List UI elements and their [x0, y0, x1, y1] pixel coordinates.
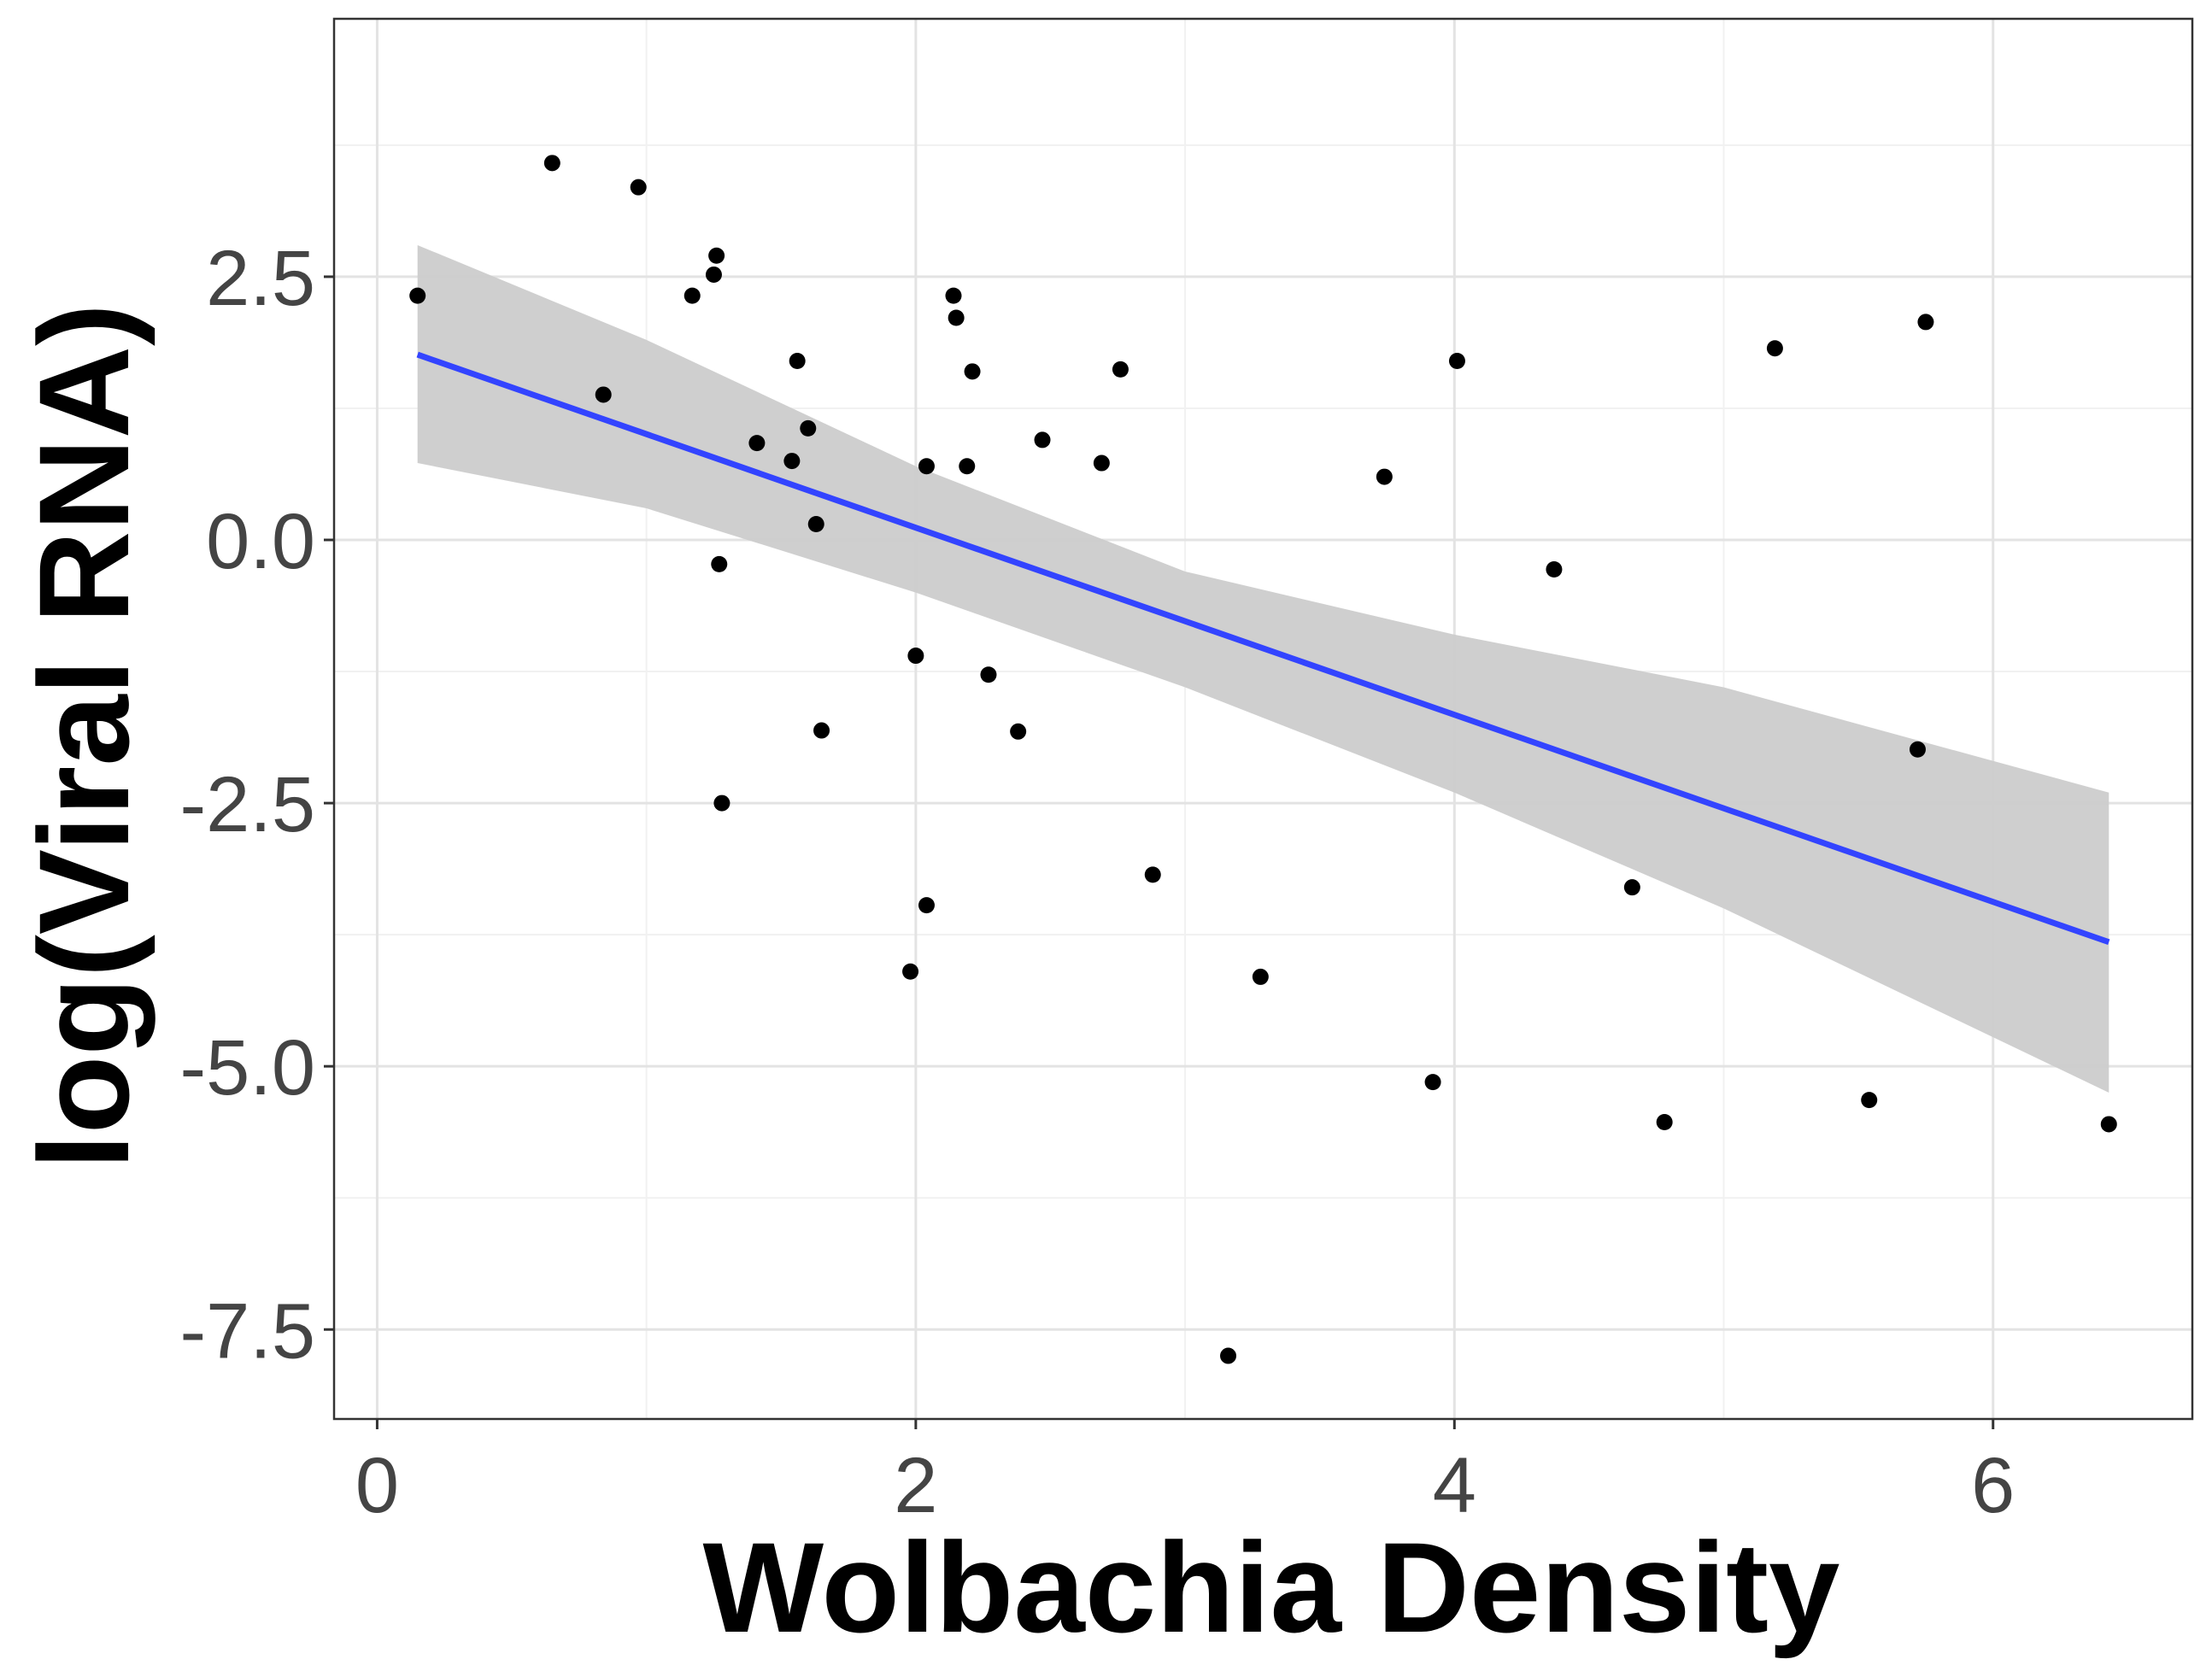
data-point — [980, 666, 997, 683]
data-point — [1766, 340, 1783, 357]
x-axis-title: Wolbachia Density — [703, 1516, 1840, 1659]
data-point — [783, 453, 801, 470]
data-point — [1112, 361, 1129, 378]
data-point — [1424, 1074, 1441, 1091]
x-tick-label: 2 — [894, 1442, 937, 1529]
data-point — [1917, 314, 1934, 331]
data-point — [1034, 431, 1051, 449]
y-tick-label: -2.5 — [179, 761, 315, 848]
x-tick-label: 6 — [1971, 1442, 2015, 1529]
data-point — [907, 648, 924, 665]
data-point — [2100, 1116, 2117, 1133]
data-point — [1656, 1113, 1673, 1130]
y-tick-label: 2.5 — [206, 235, 315, 322]
data-point — [684, 287, 701, 304]
data-point — [711, 555, 728, 572]
data-point — [1093, 454, 1110, 472]
regression-line — [416, 351, 2110, 946]
data-point — [1220, 1347, 1237, 1364]
data-point — [1376, 468, 1393, 485]
y-axis-ticks: -7.5 -5.0 -2.5 0.0 2.5 — [179, 235, 334, 1375]
x-tick-label: 0 — [355, 1442, 399, 1529]
data-point — [800, 419, 817, 437]
data-point — [918, 458, 935, 475]
data-point — [1010, 723, 1027, 740]
fit-line-layer — [416, 351, 2110, 946]
data-point — [918, 897, 935, 914]
data-point — [630, 179, 647, 196]
data-point — [807, 516, 824, 533]
data-point — [1861, 1092, 1878, 1109]
data-point — [945, 287, 962, 304]
panel-border — [332, 17, 2194, 1421]
y-tick-label: -5.0 — [179, 1024, 315, 1111]
y-axis-title: log(Viral RNA) — [12, 303, 155, 1170]
data-point — [1448, 353, 1465, 370]
confidence-band — [417, 244, 2109, 1093]
data-point — [1144, 866, 1161, 883]
x-tick-label: 4 — [1433, 1442, 1476, 1529]
data-point — [1252, 968, 1269, 985]
data-point — [1909, 741, 1926, 758]
data-point — [959, 458, 976, 475]
data-point — [1623, 879, 1640, 896]
data-point — [948, 309, 965, 326]
data-point — [708, 247, 725, 264]
data-point — [543, 155, 560, 172]
data-point — [409, 287, 426, 304]
data-point — [713, 794, 730, 812]
data-point — [813, 722, 830, 739]
data-point — [748, 435, 766, 452]
data-point — [964, 363, 981, 380]
data-point — [789, 353, 806, 370]
y-tick-label: -7.5 — [179, 1287, 315, 1375]
x-axis-ticks: 0 2 4 6 — [355, 1419, 2015, 1529]
y-tick-label: 0.0 — [206, 498, 315, 585]
data-points — [409, 155, 2117, 1364]
data-point — [705, 266, 722, 283]
data-point — [1546, 561, 1563, 578]
data-point — [902, 963, 919, 980]
data-point — [595, 386, 612, 403]
confidence-band-layer — [417, 244, 2109, 1093]
